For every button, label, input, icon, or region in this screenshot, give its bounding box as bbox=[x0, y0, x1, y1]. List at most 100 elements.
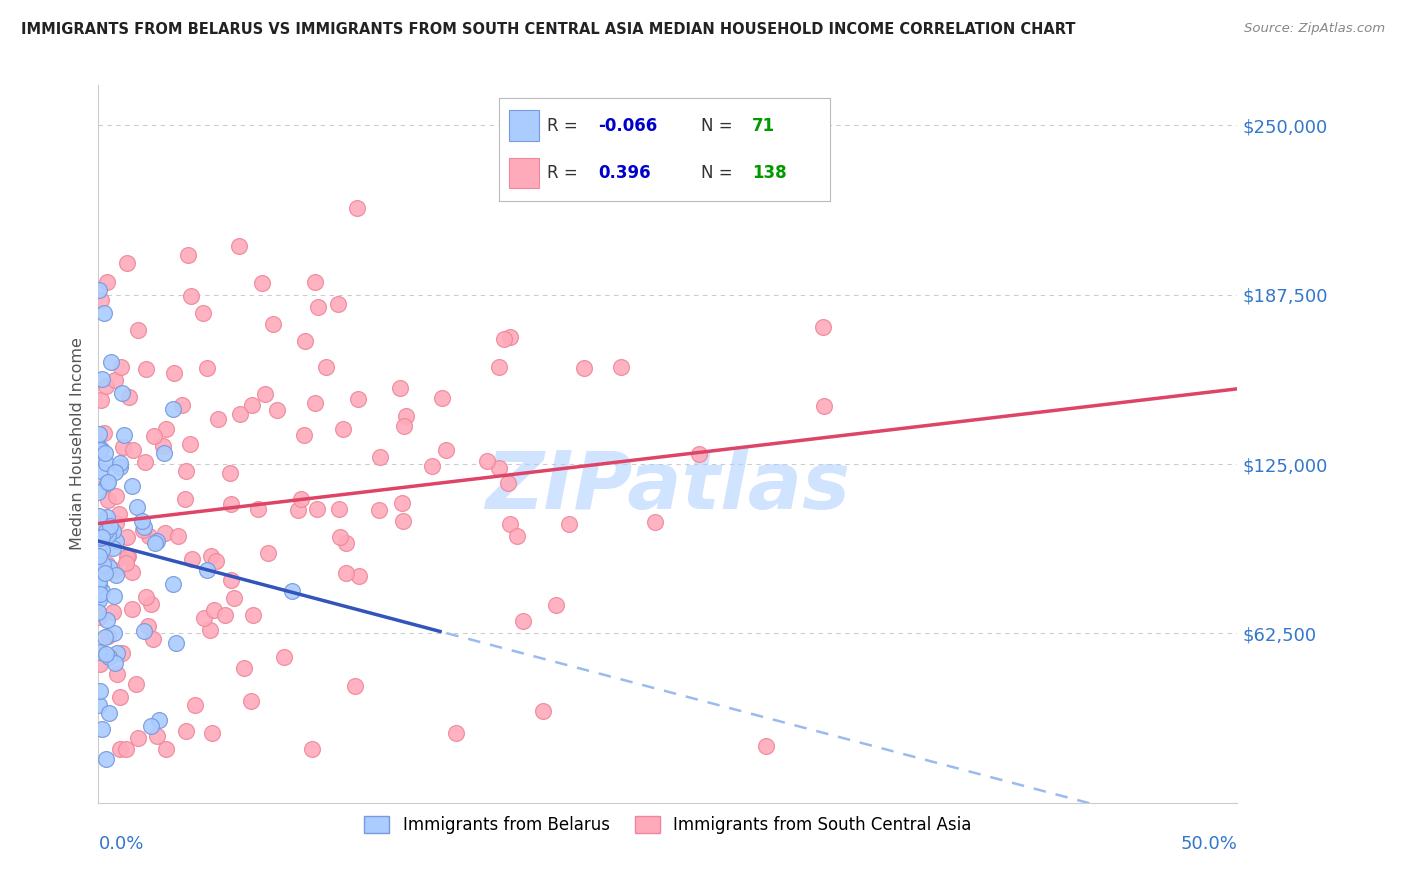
Point bbox=[132, 524, 155, 538]
Point bbox=[103, 626, 125, 640]
Point bbox=[105, 646, 128, 660]
Point bbox=[98, 519, 121, 533]
Point bbox=[262, 317, 284, 331]
Point bbox=[87, 645, 110, 659]
Point bbox=[392, 418, 415, 433]
Point bbox=[240, 399, 263, 413]
Point bbox=[87, 509, 110, 524]
Point bbox=[91, 722, 114, 736]
Bar bbox=[509, 111, 538, 141]
Point bbox=[239, 694, 262, 708]
Point bbox=[499, 330, 522, 344]
Point bbox=[87, 484, 110, 499]
Point bbox=[546, 598, 568, 612]
Point bbox=[307, 300, 329, 314]
Point bbox=[304, 276, 326, 290]
Point bbox=[93, 306, 115, 320]
Point bbox=[117, 549, 139, 563]
Point bbox=[222, 591, 245, 606]
Point bbox=[134, 455, 156, 469]
Point bbox=[531, 704, 554, 718]
Point bbox=[165, 636, 187, 650]
Point bbox=[87, 646, 110, 660]
Point bbox=[247, 502, 270, 516]
Point bbox=[557, 516, 579, 531]
Point bbox=[93, 425, 115, 440]
Point bbox=[609, 360, 631, 375]
Text: 0.396: 0.396 bbox=[599, 164, 651, 182]
Point bbox=[132, 519, 155, 533]
Point bbox=[430, 391, 453, 405]
Point bbox=[87, 439, 110, 453]
Point bbox=[214, 608, 236, 623]
Point bbox=[104, 489, 127, 503]
Point bbox=[87, 427, 110, 442]
Point bbox=[294, 334, 316, 349]
Text: N =: N = bbox=[700, 164, 733, 182]
Point bbox=[329, 530, 352, 544]
Point bbox=[87, 610, 110, 624]
Point bbox=[104, 465, 127, 479]
Point bbox=[184, 698, 207, 712]
Point bbox=[304, 395, 326, 409]
Point bbox=[155, 422, 177, 436]
Point bbox=[153, 525, 176, 540]
Point bbox=[89, 549, 111, 563]
Point bbox=[98, 559, 121, 574]
Point bbox=[125, 677, 148, 691]
Point bbox=[111, 386, 134, 401]
Point bbox=[138, 529, 160, 543]
Point bbox=[121, 443, 143, 458]
Point bbox=[252, 277, 274, 291]
Point bbox=[813, 399, 835, 413]
Point bbox=[177, 248, 200, 262]
Point bbox=[131, 514, 153, 528]
Point bbox=[89, 684, 111, 698]
Point bbox=[104, 656, 127, 670]
Point bbox=[105, 567, 128, 582]
Point bbox=[273, 650, 295, 665]
Point bbox=[90, 372, 112, 386]
Point bbox=[498, 516, 520, 531]
Point bbox=[89, 587, 111, 601]
Point bbox=[96, 558, 118, 572]
Point bbox=[97, 629, 120, 643]
Point bbox=[332, 421, 354, 435]
Point bbox=[101, 524, 124, 539]
Point bbox=[87, 698, 110, 712]
Point bbox=[207, 412, 229, 426]
Point bbox=[91, 558, 114, 572]
Point bbox=[195, 361, 218, 376]
Point bbox=[108, 741, 131, 756]
Point bbox=[287, 503, 309, 517]
Point bbox=[89, 443, 111, 458]
Point bbox=[219, 573, 242, 587]
Text: R =: R = bbox=[547, 117, 578, 135]
Point bbox=[395, 409, 418, 424]
Point bbox=[108, 507, 131, 521]
Point bbox=[174, 464, 197, 478]
Point bbox=[121, 602, 143, 616]
Point bbox=[96, 527, 118, 541]
Point bbox=[155, 741, 177, 756]
Point bbox=[153, 446, 176, 460]
Point bbox=[204, 554, 226, 568]
Point bbox=[193, 306, 215, 320]
Point bbox=[94, 648, 117, 662]
Point bbox=[434, 442, 457, 457]
Point bbox=[121, 565, 143, 579]
Point bbox=[368, 450, 391, 465]
Point bbox=[108, 459, 131, 474]
Point bbox=[193, 611, 215, 625]
Point bbox=[91, 583, 114, 598]
Point bbox=[115, 549, 138, 564]
Point bbox=[94, 446, 117, 460]
Point bbox=[139, 597, 162, 611]
Point bbox=[335, 566, 357, 580]
Point bbox=[142, 632, 165, 647]
Point bbox=[132, 624, 155, 638]
Point bbox=[101, 541, 124, 556]
Point bbox=[198, 623, 221, 637]
Text: -0.066: -0.066 bbox=[599, 117, 658, 135]
Point bbox=[266, 402, 288, 417]
